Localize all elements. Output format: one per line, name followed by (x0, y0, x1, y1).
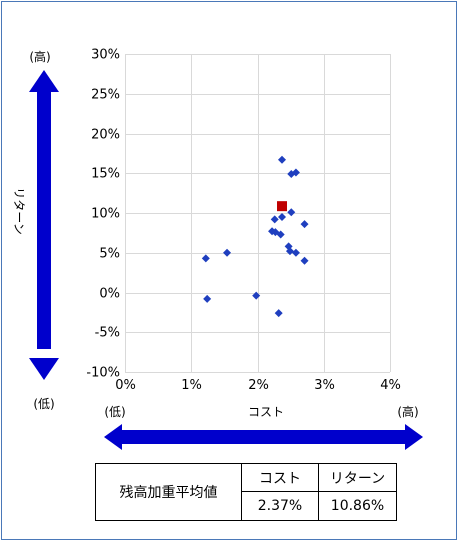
fund-point (201, 254, 210, 263)
fund-point (300, 220, 309, 229)
y-high-label: (高) (29, 49, 50, 64)
value-return: 10.86% (318, 491, 397, 521)
weighted-average-table: 残高加重平均値 コスト リターン 2.37% 10.86% (95, 463, 397, 521)
y-tick-label: 10% (91, 207, 120, 222)
y-tick-label: 15% (91, 167, 120, 182)
value-cost: 2.37% (241, 491, 319, 521)
y-tick-labels: 30% 25% 20% 15% 10% 5% 0% -5% -10% (86, 48, 120, 381)
x-axis-title: コスト (248, 405, 284, 419)
header-cost: コスト (241, 463, 319, 492)
x-low-label: (低) (104, 405, 125, 419)
y-tick-label: 30% (91, 48, 120, 63)
x-tick-label: 4% (380, 378, 401, 393)
fund-point (278, 212, 287, 221)
data-points (201, 155, 309, 318)
fund-point (223, 248, 232, 257)
fund-point (276, 230, 285, 239)
y-tick-label: -10% (86, 366, 120, 381)
y-tick-label: 5% (99, 247, 120, 262)
fund-point (291, 248, 300, 257)
y-axis-arrow (29, 70, 59, 380)
y-axis-title: リターン (12, 187, 26, 234)
row-label: 残高加重平均値 (95, 463, 242, 521)
fund-point (291, 168, 300, 177)
x-tick-label: 0% (115, 378, 136, 393)
y-tick-label: 25% (91, 88, 120, 103)
x-tick-label: 1% (181, 378, 202, 393)
weighted-average-point (277, 201, 288, 212)
fund-point (285, 247, 294, 256)
x-high-label: (高) (397, 404, 418, 419)
gridlines (125, 54, 391, 373)
header-return: リターン (318, 463, 397, 492)
fund-point (203, 294, 212, 303)
y-tick-label: -5% (95, 326, 120, 341)
x-tick-labels: 0% 1% 2% 3% 4% (115, 378, 401, 393)
fund-point (300, 256, 309, 265)
fund-point (287, 208, 296, 217)
x-tick-label: 2% (248, 378, 269, 393)
y-low-label: (低) (33, 397, 54, 411)
fund-point (274, 309, 283, 318)
fund-point (270, 215, 279, 224)
x-tick-label: 3% (314, 378, 335, 393)
scatter-chart: 30% 25% 20% 15% 10% 5% 0% -5% -10% 0% 1% 2% 3% 4% (高… (12, 48, 423, 450)
fund-point (278, 155, 287, 164)
fund-point (252, 291, 261, 300)
y-tick-label: 0% (99, 287, 120, 302)
x-axis-arrow (104, 424, 423, 450)
y-tick-label: 20% (91, 128, 120, 143)
